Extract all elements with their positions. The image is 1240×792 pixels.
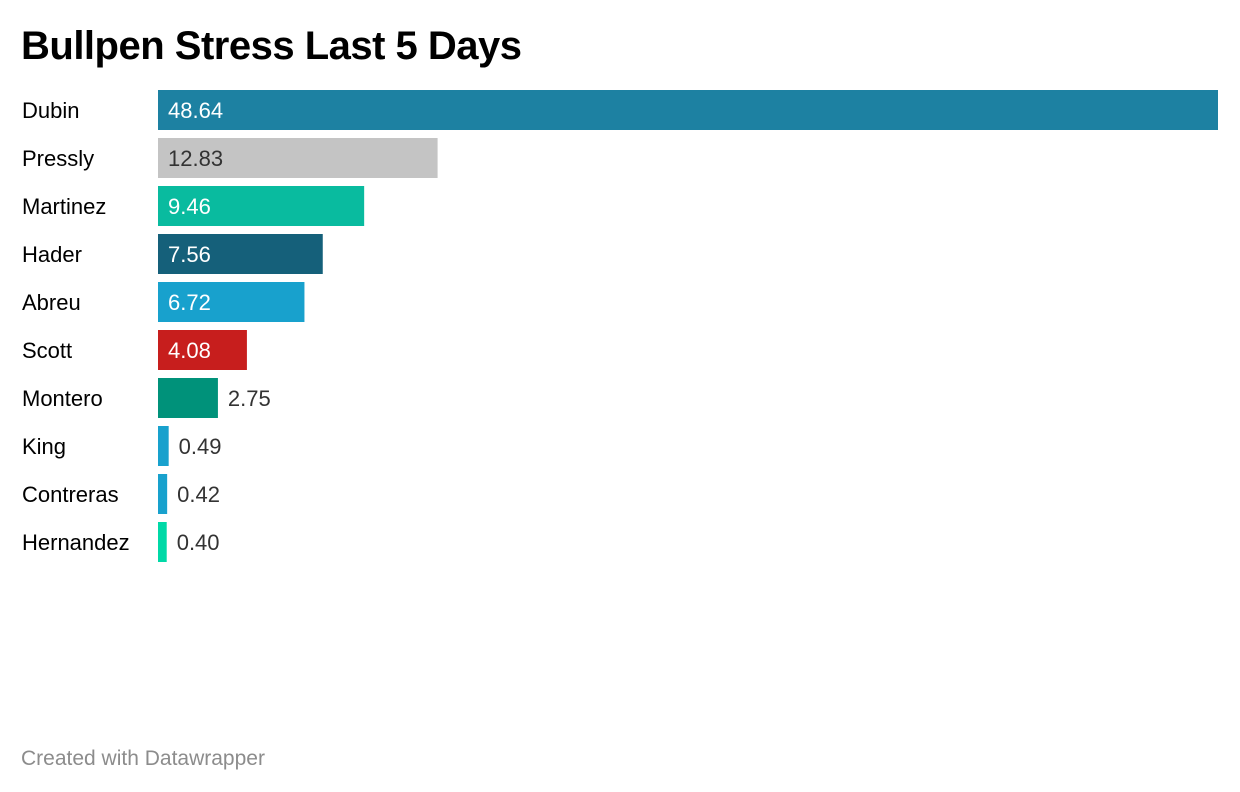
value-label-contreras: 0.42 <box>177 482 220 507</box>
bar-row-pressly: Pressly 12.83 <box>22 138 438 178</box>
value-label-martinez: 9.46 <box>168 194 211 219</box>
category-label-king: King <box>22 434 66 459</box>
bar-hader <box>158 234 323 274</box>
bar-scott <box>158 330 247 370</box>
bar-row-montero: Montero 2.75 <box>22 378 271 418</box>
value-label-hader: 7.56 <box>168 242 211 267</box>
value-label-dubin: 48.64 <box>168 98 223 123</box>
bar-king <box>158 426 169 466</box>
bar-montero <box>158 378 218 418</box>
category-label-martinez: Martinez <box>22 194 106 219</box>
datawrapper-credit[interactable]: Created with Datawrapper <box>21 747 265 770</box>
bar-abreu <box>158 282 305 322</box>
bar-contreras <box>158 474 168 514</box>
value-label-hernandez: 0.40 <box>177 530 220 555</box>
bar-row-contreras: Contreras 0.42 <box>22 474 220 514</box>
category-label-dubin: Dubin <box>22 98 79 123</box>
bar-row-dubin: Dubin 48.64 <box>22 90 1218 130</box>
chart-title: Bullpen Stress Last 5 Days <box>21 24 522 68</box>
value-label-king: 0.49 <box>179 434 222 459</box>
bar-row-hernandez: Hernandez 0.40 <box>22 522 220 562</box>
value-label-pressly: 12.83 <box>168 146 223 171</box>
category-label-contreras: Contreras <box>22 482 119 507</box>
category-label-abreu: Abreu <box>22 290 81 315</box>
category-label-montero: Montero <box>22 386 103 411</box>
bar-martinez <box>158 186 365 226</box>
bar-row-hader: Hader 7.56 <box>22 234 323 274</box>
category-label-pressly: Pressly <box>22 146 94 171</box>
bar-row-scott: Scott 4.08 <box>22 330 247 370</box>
bar-hernandez <box>158 522 167 562</box>
category-label-hader: Hader <box>22 242 82 267</box>
category-label-scott: Scott <box>22 338 72 363</box>
bar-pressly <box>158 138 438 178</box>
bar-dubin <box>158 90 1218 130</box>
bar-row-king: King 0.49 <box>22 426 222 466</box>
value-label-montero: 2.75 <box>228 386 271 411</box>
value-label-scott: 4.08 <box>168 338 211 363</box>
bar-row-abreu: Abreu 6.72 <box>22 282 305 322</box>
category-label-hernandez: Hernandez <box>22 530 130 555</box>
bar-row-martinez: Martinez 9.46 <box>22 186 365 226</box>
value-label-abreu: 6.72 <box>168 290 211 315</box>
